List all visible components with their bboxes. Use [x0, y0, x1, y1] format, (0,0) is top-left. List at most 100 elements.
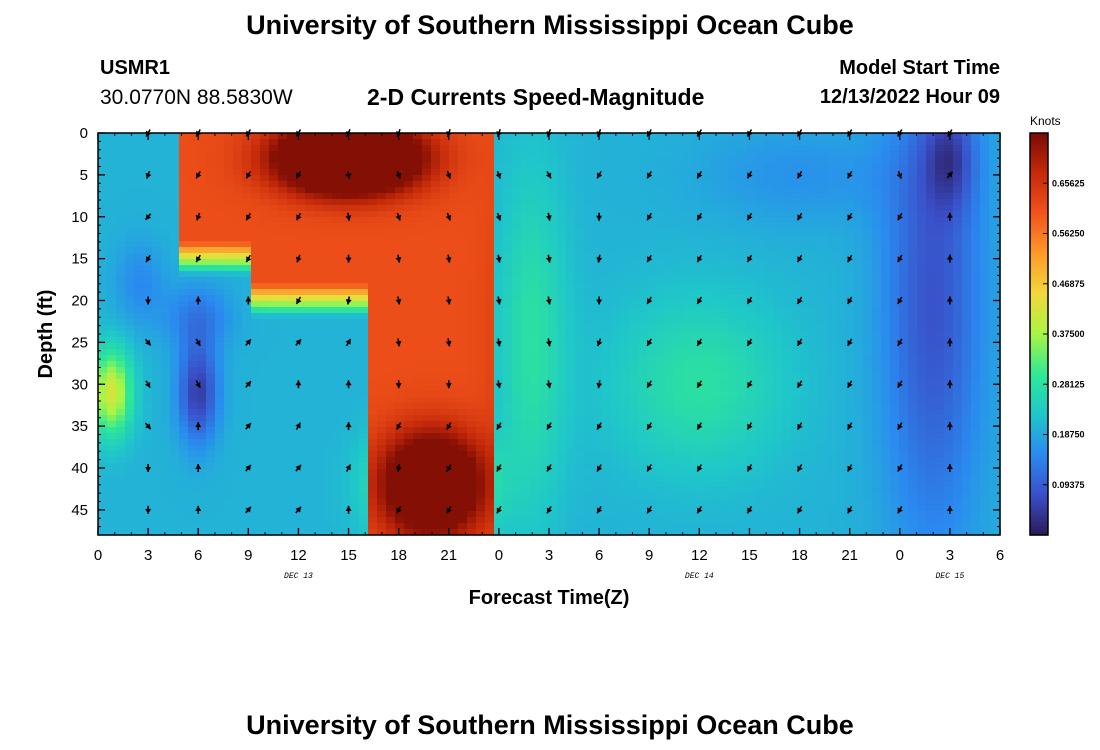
- current-arrow: [545, 254, 552, 263]
- current-arrow: [796, 212, 803, 221]
- x-tick-label: 0: [896, 547, 904, 564]
- current-arrow: [195, 505, 202, 514]
- x-tick-label: 6: [194, 547, 202, 564]
- current-arrow: [596, 506, 603, 514]
- current-arrow: [295, 338, 302, 346]
- current-arrow: [796, 380, 803, 389]
- current-arrow: [946, 380, 953, 389]
- current-arrow: [395, 422, 402, 430]
- current-arrow: [295, 212, 302, 221]
- current-arrow: [545, 380, 552, 389]
- y-tick-label: 40: [71, 460, 88, 477]
- current-arrow: [696, 212, 703, 221]
- current-arrow: [195, 171, 202, 179]
- current-arrows: [144, 128, 954, 514]
- current-arrow: [596, 296, 603, 305]
- current-arrow: [646, 380, 653, 389]
- current-arrow: [946, 212, 953, 221]
- current-arrow: [395, 506, 402, 514]
- current-arrow: [295, 296, 302, 305]
- current-arrow: [446, 422, 452, 430]
- current-arrow: [295, 506, 302, 514]
- day-label: DEC 14: [685, 572, 714, 581]
- current-arrow: [897, 296, 903, 305]
- current-arrow: [946, 254, 953, 263]
- current-arrow: [495, 380, 502, 389]
- current-arrow: [846, 464, 853, 472]
- current-arrow: [897, 212, 903, 221]
- current-arrow: [195, 380, 201, 389]
- current-arrow: [946, 171, 954, 179]
- current-arrow: [596, 254, 603, 263]
- current-arrow: [596, 464, 603, 472]
- current-arrow: [746, 422, 753, 430]
- current-arrow: [946, 464, 953, 472]
- current-arrow: [646, 464, 653, 472]
- chart-title: University of Southern Mississippi Ocean…: [246, 10, 854, 40]
- current-arrow: [646, 171, 653, 179]
- current-arrow: [846, 380, 853, 389]
- x-axis-title: Forecast Time(Z): [469, 587, 630, 609]
- current-arrow: [746, 254, 753, 263]
- current-arrow: [897, 254, 903, 263]
- current-arrow: [245, 296, 252, 305]
- current-arrow: [746, 506, 753, 514]
- current-arrow: [796, 296, 803, 305]
- current-arrow: [796, 338, 803, 347]
- current-arrow: [345, 296, 352, 305]
- y-tick-label: 45: [71, 502, 88, 519]
- current-arrow: [144, 213, 152, 221]
- current-arrow: [946, 422, 953, 431]
- current-arrow: [696, 296, 703, 305]
- current-arrow: [746, 171, 753, 179]
- x-tick-label: 6: [996, 547, 1004, 564]
- current-arrow: [295, 422, 302, 430]
- current-arrow: [746, 212, 753, 221]
- current-arrow: [446, 464, 452, 472]
- current-arrow: [295, 380, 302, 389]
- current-arrow: [496, 464, 502, 472]
- current-arrow: [495, 212, 502, 221]
- current-arrow: [345, 338, 352, 347]
- current-arrow: [846, 171, 853, 179]
- current-arrow: [345, 422, 352, 431]
- current-arrow: [696, 380, 703, 389]
- current-arrow: [495, 170, 502, 179]
- colorbar-tick-label: 0.65625: [1052, 178, 1085, 188]
- x-tick-label: 6: [595, 547, 603, 564]
- current-arrow: [696, 338, 703, 347]
- current-arrow: [646, 254, 653, 263]
- current-arrow: [345, 464, 352, 472]
- current-arrow: [946, 296, 953, 305]
- x-tick-label: 12: [290, 547, 307, 564]
- y-tick-label: 20: [71, 293, 88, 310]
- current-arrow: [195, 422, 202, 431]
- x-tick-label: 3: [946, 547, 954, 564]
- current-arrow: [846, 506, 853, 514]
- current-arrow: [897, 338, 903, 347]
- current-arrow: [145, 296, 152, 305]
- current-arrow: [596, 422, 603, 430]
- current-arrow: [295, 464, 302, 472]
- current-arrow: [395, 338, 402, 347]
- x-tick-label: 18: [390, 547, 407, 564]
- current-arrow: [846, 422, 853, 430]
- footer-title: University of Southern Mississippi Ocean…: [246, 710, 854, 740]
- x-tick-label: 21: [841, 547, 858, 564]
- current-arrow: [145, 380, 151, 389]
- x-tick-label: 15: [340, 547, 357, 564]
- current-arrow: [195, 254, 202, 263]
- current-arrow: [295, 254, 302, 263]
- current-arrow: [195, 212, 202, 221]
- current-arrow: [395, 463, 402, 473]
- day-label: DEC 15: [935, 572, 964, 581]
- colorbar-tick-label: 0.09375: [1052, 480, 1085, 490]
- current-arrow: [545, 171, 552, 179]
- colorbar-tick-label: 0.56250: [1052, 229, 1085, 239]
- current-arrow: [245, 338, 252, 346]
- y-tick-label: 10: [71, 209, 88, 226]
- current-arrow: [445, 296, 452, 305]
- current-arrow: [446, 506, 452, 514]
- colorbar-tick-label: 0.37500: [1052, 329, 1085, 339]
- current-arrow: [646, 338, 653, 347]
